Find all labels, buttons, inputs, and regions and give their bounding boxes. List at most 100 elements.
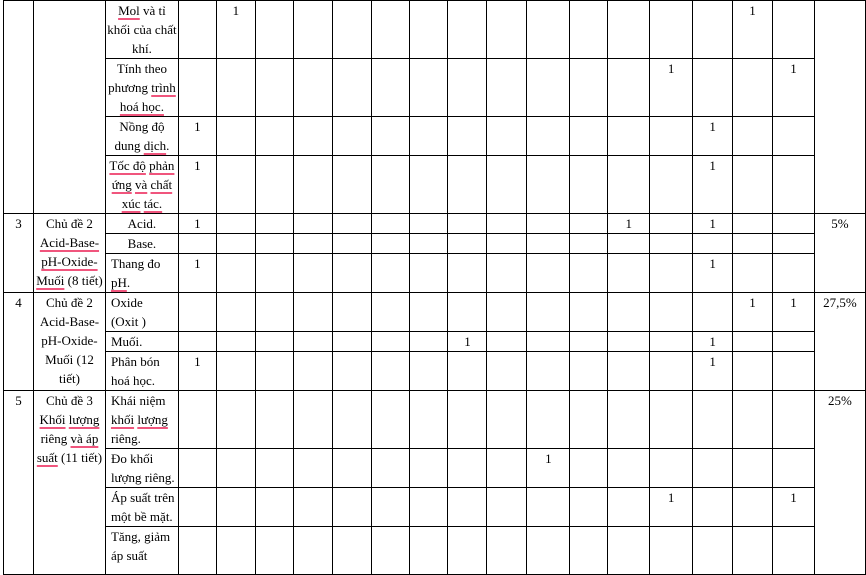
subtopic-cell[interactable]: Khái niệm khối lượng riêng.: [104, 390, 179, 449]
mark-cell[interactable]: [447, 58, 488, 117]
mark-cell[interactable]: 1: [177, 116, 217, 156]
mark-cell[interactable]: [569, 0, 609, 59]
mark-cell[interactable]: [732, 116, 773, 156]
subtopic-cell[interactable]: Muối.: [104, 331, 179, 352]
mark-cell[interactable]: [486, 292, 528, 332]
mark-cell[interactable]: [331, 526, 372, 575]
mark-cell[interactable]: [370, 292, 410, 332]
mark-cell[interactable]: [331, 233, 372, 254]
mark-cell[interactable]: [607, 233, 651, 254]
mark-cell[interactable]: [569, 526, 609, 575]
mark-cell[interactable]: 1: [607, 213, 651, 234]
mark-cell[interactable]: [370, 390, 410, 449]
mark-cell[interactable]: [486, 116, 528, 156]
mark-cell[interactable]: [526, 0, 571, 59]
mark-cell[interactable]: [569, 487, 609, 527]
mark-cell[interactable]: [447, 351, 488, 391]
mark-cell[interactable]: [486, 448, 528, 488]
mark-cell[interactable]: [607, 253, 651, 293]
percent-cell[interactable]: 25%: [813, 390, 866, 575]
topic-cell[interactable]: [32, 0, 106, 214]
mark-cell[interactable]: [692, 58, 734, 117]
mark-cell[interactable]: [732, 487, 773, 527]
mark-cell[interactable]: [771, 155, 815, 214]
mark-cell[interactable]: [526, 253, 571, 293]
mark-cell[interactable]: [486, 155, 528, 214]
mark-cell[interactable]: [607, 448, 651, 488]
mark-cell[interactable]: [771, 351, 815, 391]
mark-cell[interactable]: [607, 390, 651, 449]
mark-cell[interactable]: [732, 253, 773, 293]
mark-cell[interactable]: [771, 526, 815, 575]
mark-cell[interactable]: [692, 448, 734, 488]
mark-cell[interactable]: [370, 213, 410, 234]
mark-cell[interactable]: [331, 116, 372, 156]
mark-cell[interactable]: [254, 213, 294, 234]
mark-cell[interactable]: [526, 351, 571, 391]
mark-cell[interactable]: [771, 116, 815, 156]
mark-cell[interactable]: [254, 351, 294, 391]
mark-cell[interactable]: [215, 116, 256, 156]
mark-cell[interactable]: [254, 448, 294, 488]
mark-cell[interactable]: [177, 331, 217, 352]
mark-cell[interactable]: 1: [447, 331, 488, 352]
mark-cell[interactable]: [177, 233, 217, 254]
mark-cell[interactable]: [649, 116, 694, 156]
mark-cell[interactable]: [331, 331, 372, 352]
mark-cell[interactable]: [292, 58, 333, 117]
mark-cell[interactable]: [771, 331, 815, 352]
mark-cell[interactable]: [649, 155, 694, 214]
mark-cell[interactable]: [370, 155, 410, 214]
subtopic-cell[interactable]: Tính theo phương trình hoá học.: [104, 58, 179, 117]
mark-cell[interactable]: [569, 292, 609, 332]
mark-cell[interactable]: [292, 351, 333, 391]
mark-cell[interactable]: 1: [771, 487, 815, 527]
mark-cell[interactable]: [447, 155, 488, 214]
mark-cell[interactable]: [370, 233, 410, 254]
mark-cell[interactable]: [649, 351, 694, 391]
mark-cell[interactable]: [254, 526, 294, 575]
mark-cell[interactable]: [732, 351, 773, 391]
mark-cell[interactable]: [447, 253, 488, 293]
mark-cell[interactable]: [732, 213, 773, 234]
mark-cell[interactable]: [732, 390, 773, 449]
mark-cell[interactable]: [177, 390, 217, 449]
mark-cell[interactable]: [254, 116, 294, 156]
mark-cell[interactable]: [331, 58, 372, 117]
stt-cell[interactable]: 3: [3, 213, 34, 293]
mark-cell[interactable]: [649, 448, 694, 488]
mark-cell[interactable]: [447, 116, 488, 156]
mark-cell[interactable]: [292, 487, 333, 527]
mark-cell[interactable]: [370, 331, 410, 352]
mark-cell[interactable]: [607, 351, 651, 391]
stt-cell[interactable]: 4: [3, 292, 34, 391]
topic-cell[interactable]: Chủ đề 2 Acid-Base-pH-Oxide- Muối (8 tiết): [32, 213, 106, 293]
topic-cell[interactable]: Chủ đề 3 Khối lượng riêng và áp suất (11 ti…: [32, 390, 106, 575]
mark-cell[interactable]: [292, 526, 333, 575]
subtopic-cell[interactable]: Tốc độ phản ứng và chất xúc tác.: [104, 155, 179, 214]
mark-cell[interactable]: [408, 331, 449, 352]
mark-cell[interactable]: [771, 253, 815, 293]
topic-cell[interactable]: Chủ đề 2 Acid-Base-pH-Oxide- Muối (12 tiết): [32, 292, 106, 391]
mark-cell[interactable]: [649, 233, 694, 254]
mark-cell[interactable]: [692, 526, 734, 575]
subtopic-cell[interactable]: Thang đo pH.: [104, 253, 179, 293]
subtopic-cell[interactable]: Oxide (Oxit ): [104, 292, 179, 332]
mark-cell[interactable]: [370, 58, 410, 117]
mark-cell[interactable]: [408, 155, 449, 214]
subtopic-cell[interactable]: Tăng, giảm áp suất: [104, 526, 179, 575]
mark-cell[interactable]: [447, 487, 488, 527]
mark-cell[interactable]: [526, 233, 571, 254]
mark-cell[interactable]: [254, 58, 294, 117]
mark-cell[interactable]: [649, 253, 694, 293]
mark-cell[interactable]: [254, 390, 294, 449]
mark-cell[interactable]: [408, 0, 449, 59]
mark-cell[interactable]: [215, 390, 256, 449]
mark-cell[interactable]: [177, 0, 217, 59]
mark-cell[interactable]: [607, 331, 651, 352]
mark-cell[interactable]: 1: [692, 213, 734, 234]
mark-cell[interactable]: [215, 253, 256, 293]
mark-cell[interactable]: [607, 116, 651, 156]
mark-cell[interactable]: [569, 213, 609, 234]
mark-cell[interactable]: 1: [732, 292, 773, 332]
